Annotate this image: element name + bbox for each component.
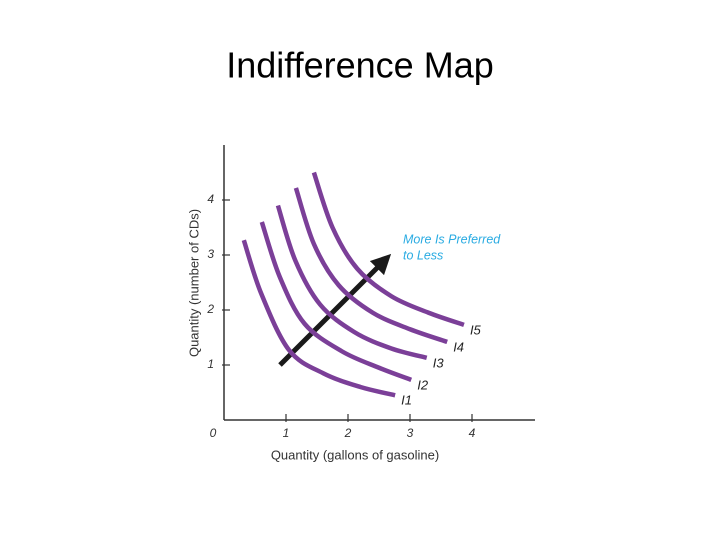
x-tick-label: 3 xyxy=(407,426,414,440)
x-tick-label: 0 xyxy=(210,426,217,440)
indifference-curve xyxy=(311,171,465,327)
curve-label: I2 xyxy=(417,377,429,392)
y-tick-label: 4 xyxy=(207,192,214,206)
indifference-curve xyxy=(259,221,413,382)
annotation: to Less xyxy=(403,248,443,262)
indifference-curve xyxy=(275,204,428,361)
curve-label: I5 xyxy=(470,322,482,337)
x-tick-label: 1 xyxy=(283,426,290,440)
indifference-curve xyxy=(293,187,448,345)
x-tick-label: 4 xyxy=(469,426,476,440)
curve-label: I1 xyxy=(401,393,412,408)
y-tick-label: 2 xyxy=(206,302,214,316)
indifference-curve xyxy=(241,239,396,398)
y-axis-label: Quantity (number of CDs) xyxy=(186,209,201,357)
x-axis-label: Quantity (gallons of gasoline) xyxy=(271,447,439,462)
curve-label: I4 xyxy=(453,339,464,354)
y-tick-label: 1 xyxy=(207,357,214,371)
y-tick-label: 3 xyxy=(207,247,214,261)
annotation: More Is Preferred xyxy=(403,232,501,246)
chart-title: Indifference Map xyxy=(226,45,494,86)
x-tick-label: 2 xyxy=(344,426,352,440)
curve-label: I3 xyxy=(433,355,445,370)
